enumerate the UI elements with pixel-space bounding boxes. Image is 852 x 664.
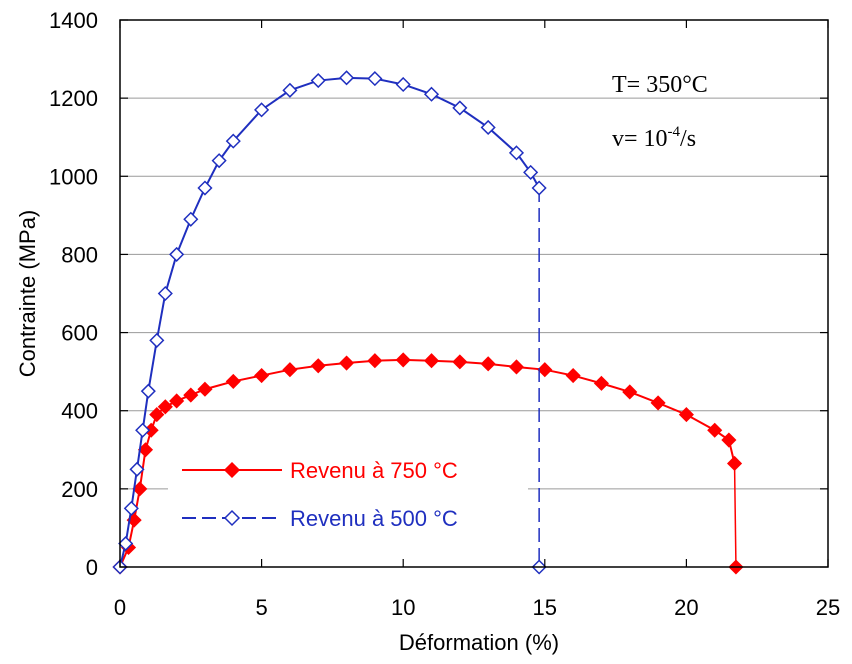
data-point: [423, 86, 440, 102]
series-layer: [112, 70, 744, 575]
data-point: [310, 358, 326, 374]
y-tick-label: 0: [86, 555, 98, 580]
data-point: [254, 102, 270, 118]
data-point: [726, 455, 743, 472]
series-revenu-500: [112, 70, 547, 575]
data-point: [183, 387, 199, 403]
data-point: [678, 407, 694, 423]
data-point: [338, 355, 355, 371]
data-point: [137, 442, 154, 458]
y-axis-label: Contrainte (MPa): [15, 210, 40, 378]
y-tick-label: 1000: [49, 164, 98, 189]
data-point: [254, 367, 270, 384]
y-tick-label: 800: [61, 242, 98, 267]
data-point: [423, 353, 440, 369]
strain-rate-annotation: v= 10-4/s: [612, 124, 696, 152]
data-point: [282, 362, 298, 378]
data-point: [721, 432, 737, 448]
legend-marker: [223, 509, 241, 527]
y-tick-label: 1400: [49, 8, 98, 33]
data-point: [310, 73, 326, 89]
data-point: [367, 353, 383, 369]
y-tick-label: 1200: [49, 86, 98, 111]
data-point: [211, 153, 227, 169]
data-point: [169, 246, 185, 262]
x-tick-label: 5: [255, 595, 267, 620]
data-point: [197, 381, 213, 397]
strain-rate-exponent: -4: [668, 124, 681, 140]
data-point: [367, 71, 383, 87]
x-tick-label: 0: [114, 595, 126, 620]
data-point: [531, 180, 547, 196]
data-point: [565, 367, 581, 384]
x-tick-label: 20: [674, 595, 698, 620]
legend-label: Revenu à 500 °C: [290, 506, 458, 531]
legend: Revenu à 750 °C Revenu à 500 °C: [168, 446, 528, 542]
data-point: [338, 70, 355, 86]
plot-frame: [119, 19, 829, 568]
legend-marker: [223, 461, 241, 479]
data-point: [452, 100, 468, 116]
fracture-line: [733, 463, 737, 568]
data-point: [123, 500, 139, 516]
strain-rate-prefix: v= 10: [612, 126, 668, 152]
data-point: [395, 352, 411, 368]
data-point: [149, 407, 165, 423]
data-point: [650, 395, 666, 411]
x-tick-label: 10: [391, 595, 415, 620]
ticks: 0 200 400 600 800 1000 1200 1400 0 5 10 15 20 25: [49, 8, 840, 620]
data-point: [622, 384, 638, 400]
data-point: [132, 481, 148, 497]
x-tick-label: 25: [816, 595, 840, 620]
x-tick-label: 15: [533, 595, 557, 620]
data-point: [480, 119, 496, 136]
data-point: [135, 422, 151, 438]
strain-rate-suffix: /s: [680, 126, 696, 152]
data-point: [118, 535, 134, 552]
data-point: [157, 399, 173, 415]
data-point: [129, 461, 145, 477]
data-point: [508, 359, 525, 375]
data-point: [197, 180, 213, 196]
data-point: [537, 362, 553, 378]
y-tick-label: 200: [61, 477, 98, 502]
data-point: [395, 76, 411, 93]
data-point: [183, 211, 199, 227]
data-point: [225, 133, 241, 149]
y-tick-label: 600: [61, 321, 98, 346]
legend-background: [168, 446, 528, 542]
data-point: [225, 373, 241, 389]
data-point: [480, 356, 496, 372]
data-point: [149, 332, 165, 348]
temperature-annotation: T= 350°C: [612, 72, 708, 98]
data-point: [282, 82, 298, 98]
y-tick-label: 400: [61, 399, 98, 424]
data-point: [140, 383, 156, 399]
annotations: T= 350°C v= 10-4/s: [612, 72, 708, 152]
data-point: [523, 164, 539, 180]
legend-label: Revenu à 750 °C: [290, 458, 458, 483]
data-point: [508, 145, 525, 161]
data-point: [169, 393, 185, 409]
grid: [120, 97, 828, 490]
data-point: [157, 285, 173, 302]
data-point: [452, 354, 468, 370]
data-point: [593, 375, 610, 391]
data-point: [707, 422, 723, 438]
x-axis-label: Déformation (%): [399, 630, 559, 655]
